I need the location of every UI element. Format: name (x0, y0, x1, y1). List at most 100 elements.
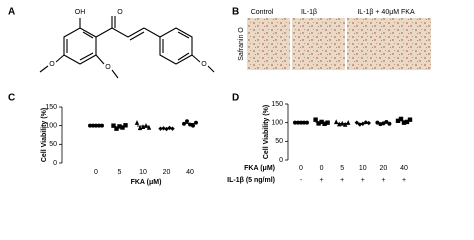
data-point (161, 126, 166, 131)
panel-label: A (8, 7, 15, 18)
y-tick-label: 150 (45, 104, 57, 111)
histology-image (292, 18, 345, 70)
data-point (384, 119, 389, 124)
atom-label: O (105, 64, 111, 71)
image-label: IL-1β (301, 9, 317, 16)
data-point (143, 122, 149, 128)
image-label: IL-1β + 40μM FKA (357, 9, 415, 16)
data-point (381, 121, 386, 126)
data-point (97, 123, 101, 128)
data-point (366, 120, 371, 126)
data-point (146, 124, 152, 130)
data-point (158, 126, 163, 131)
y-tick-label: 50 (49, 141, 57, 148)
atom-label: O (201, 61, 207, 68)
data-point (387, 121, 392, 126)
data-point (191, 123, 195, 128)
y-tick-label: 150 (271, 101, 283, 108)
y-tick-label: 0 (279, 157, 283, 164)
data-point (398, 116, 404, 122)
atom-label: O (49, 61, 55, 68)
data-point (100, 123, 104, 128)
data-point (88, 123, 92, 128)
data-point (114, 126, 119, 131)
x-tick-label: 20 (380, 165, 388, 172)
stain-label: Safranin O (238, 27, 245, 61)
data-point (340, 120, 345, 126)
data-point (91, 123, 95, 128)
atom-label: O (117, 9, 123, 16)
data-point (319, 119, 324, 125)
histology-image (347, 18, 431, 70)
y-tick-label: 0 (53, 160, 57, 167)
data-point (194, 120, 198, 125)
data-point (302, 120, 306, 125)
data-point (120, 125, 125, 130)
x-tick-label: + (320, 177, 324, 184)
data-point (170, 126, 175, 131)
data-point (188, 122, 192, 127)
x-tick-label: 0 (94, 169, 98, 176)
data-point (401, 120, 407, 125)
atom-label: OH (75, 9, 86, 16)
data-point (395, 118, 401, 123)
data-point (316, 121, 321, 126)
x-tick-label: + (402, 177, 406, 184)
data-point (375, 120, 380, 125)
data-point (94, 123, 98, 128)
histology-image (247, 18, 290, 70)
x-axis-label: FKA (μM) (244, 165, 275, 172)
data-point (354, 120, 359, 125)
x-tick-label: 40 (186, 169, 194, 176)
panel-label: C (8, 93, 15, 104)
x-tick-label: + (361, 177, 365, 184)
data-point (404, 119, 410, 125)
x-tick-label: 5 (340, 165, 344, 172)
data-point (299, 120, 303, 125)
data-point (134, 119, 140, 125)
image-label: Control (251, 9, 274, 16)
x-tick-label: + (340, 177, 344, 184)
y-tick-label: 100 (45, 123, 57, 130)
data-point (360, 121, 365, 126)
data-point (123, 123, 128, 128)
x-tick-label: 5 (118, 169, 122, 176)
data-point (346, 119, 351, 125)
data-point (111, 123, 116, 128)
data-point (293, 120, 297, 125)
data-point (182, 121, 186, 126)
data-point (185, 119, 189, 124)
data-point (363, 120, 368, 125)
figure: A OH O O O O B Safranin O Control IL-1β … (8, 7, 431, 186)
data-point (334, 119, 339, 125)
data-point (357, 122, 362, 127)
data-point (296, 120, 300, 125)
data-point (322, 121, 327, 126)
x-tick-label: - (300, 177, 303, 184)
y-tick-label: 50 (275, 138, 283, 145)
panel-label: B (232, 7, 239, 18)
y-axis-label: Cell Viability (%) (263, 105, 270, 159)
panel-label: D (232, 93, 239, 104)
data-point (313, 117, 318, 122)
data-point (164, 126, 169, 132)
y-axis-label: Cell Viability (%) (41, 108, 48, 162)
x-tick-label: 0 (299, 165, 303, 172)
structure (39, 16, 215, 79)
x-axis-label: FKA (μM) (131, 179, 162, 186)
data-point (325, 120, 330, 125)
data-point (117, 124, 122, 129)
data-point (407, 117, 413, 122)
data-point (378, 122, 383, 127)
data-point (343, 121, 348, 127)
data-point (305, 120, 309, 125)
data-point (167, 125, 172, 131)
x-tick-label: 10 (359, 165, 367, 172)
x-tick-label: 20 (163, 169, 171, 176)
x-tick-label: 10 (139, 169, 147, 176)
x-tick-label: 0 (320, 165, 324, 172)
y-tick-label: 100 (271, 120, 283, 127)
x-tick-label: 40 (400, 165, 408, 172)
x-axis-label: IL-1β (5 ng/ml) (227, 177, 275, 184)
x-tick-label: + (381, 177, 385, 184)
